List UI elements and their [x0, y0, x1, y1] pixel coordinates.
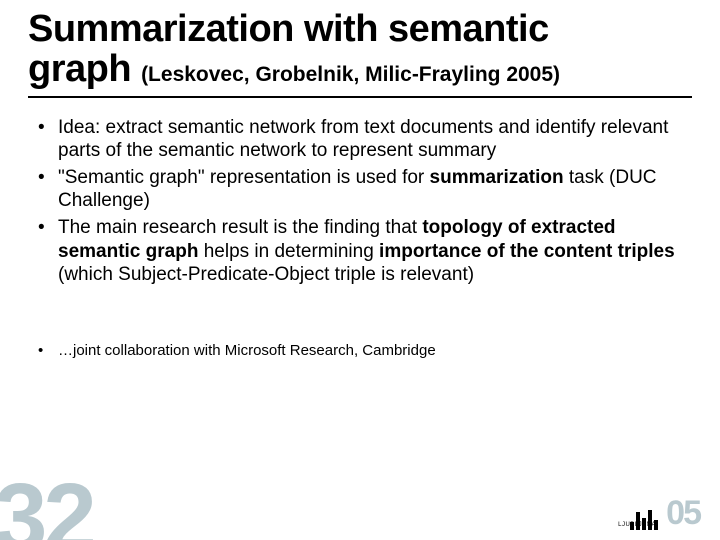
- title-line1: Summarization with semantic: [28, 10, 692, 50]
- logo-caption: LJUBLJANA: [618, 522, 656, 528]
- page-number: 32: [0, 470, 93, 540]
- logo-year: 05: [666, 496, 700, 530]
- title-block: Summarization with semantic graph (Lesko…: [28, 10, 692, 90]
- bullet-list: Idea: extract semantic network from text…: [28, 116, 692, 286]
- title-line2-main: graph: [28, 50, 131, 90]
- bullet-item: The main research result is the finding …: [34, 216, 692, 286]
- slide: Summarization with semantic graph (Lesko…: [0, 0, 720, 540]
- footnote-item: …joint collaboration with Microsoft Rese…: [34, 342, 692, 359]
- title-line2: graph (Leskovec, Grobelnik, Milic-Frayli…: [28, 50, 692, 90]
- title-line2-sub: (Leskovec, Grobelnik, Milic-Frayling 200…: [141, 63, 560, 87]
- footnote-list: …joint collaboration with Microsoft Rese…: [28, 342, 692, 359]
- bullet-item: Idea: extract semantic network from text…: [34, 116, 692, 162]
- logo-block: LJUBLJANA 05: [630, 496, 700, 530]
- logo-wrap: LJUBLJANA 05: [630, 496, 700, 530]
- bullet-item: "Semantic graph" representation is used …: [34, 166, 692, 212]
- title-underline: [28, 96, 692, 98]
